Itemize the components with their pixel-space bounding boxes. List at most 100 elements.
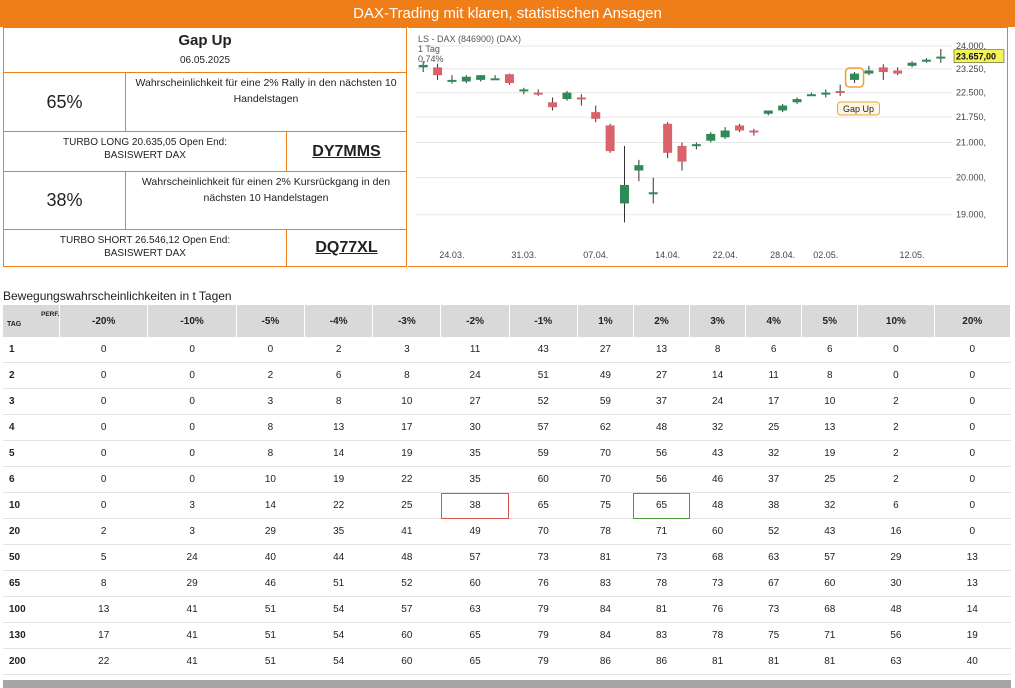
- table-cell: 6: [801, 337, 858, 363]
- table-cell: 27: [440, 388, 510, 415]
- candle-body: [763, 110, 773, 114]
- candle-body: [433, 67, 443, 76]
- table-cell: 3: [236, 388, 305, 415]
- candle-body: [418, 64, 428, 68]
- table-cell: 13: [801, 414, 858, 441]
- table-cell: 57: [372, 596, 441, 623]
- table-cell: 8: [372, 362, 441, 389]
- table-row: 130 17 41 51 54 60 65 79 84 83 78 75 71 56 19: [3, 622, 1011, 649]
- table-row: 10 0 3 14 22 25 38 65 75 65 48 38 32 6 0: [3, 492, 1011, 519]
- table-row: 100 13 41 51 54 57 63 79 84 81 76 73 68 48 14: [3, 596, 1011, 623]
- header-corner: PERF. TAG: [3, 305, 60, 337]
- table-cell: 17: [372, 414, 441, 441]
- table-cell: 41: [147, 622, 237, 649]
- table-cell: 0: [59, 492, 148, 519]
- table-cell: 25: [801, 466, 858, 493]
- table-cell: 43: [801, 518, 858, 545]
- table-cell: 41: [147, 596, 237, 623]
- short-turbo-line1: TURBO SHORT 26.546,12 Open End:: [59, 235, 231, 246]
- short-description: Wahrscheinlichkeit für einen 2% Kursrück…: [126, 171, 406, 229]
- candle-body: [476, 75, 486, 80]
- table-cell: 19: [801, 440, 858, 467]
- table-row: 5 0 0 8 14 19 35 59 70 56 43 32 19 2 0: [3, 440, 1011, 467]
- candle-body: [548, 102, 558, 108]
- candle-body: [605, 125, 615, 152]
- x-tick-label: 31.03.: [511, 250, 536, 260]
- signal-title: Gap Up: [178, 32, 232, 49]
- candle-body: [706, 133, 716, 141]
- candle-body: [691, 144, 701, 147]
- table-cell: 38: [745, 492, 802, 519]
- x-tick-label: 02.05.: [813, 250, 838, 260]
- table-cell: 59: [577, 388, 634, 415]
- table-cell: 51: [236, 648, 305, 675]
- table-cell: 11: [440, 337, 510, 363]
- candle-body: [663, 123, 673, 153]
- table-cell: 52: [372, 570, 441, 597]
- long-description: Wahrscheinlichkeit für eine 2% Rally in …: [126, 72, 406, 131]
- long-probability: 65%: [4, 72, 126, 131]
- column-header: 10%: [857, 305, 935, 337]
- table-cell: 60: [509, 466, 578, 493]
- table-row: 6 0 0 10 19 22 35 60 70 56 46 37 25 2 0: [3, 466, 1011, 493]
- y-tick-label: 22.500,: [956, 88, 986, 98]
- long-product-code[interactable]: DY7MMS: [287, 131, 406, 171]
- row-tag: 130: [3, 622, 60, 649]
- table-cell: 41: [372, 518, 441, 545]
- table-cell: 51: [509, 362, 578, 389]
- table-cell: 73: [689, 570, 746, 597]
- table-cell: 60: [440, 570, 510, 597]
- table-cell: 40: [236, 544, 305, 571]
- table-cell: 0: [857, 337, 935, 363]
- page-banner: DAX-Trading mit klaren, statistischen An…: [0, 0, 1015, 27]
- table-cell: 54: [304, 596, 373, 623]
- column-header: -3%: [372, 305, 442, 337]
- table-cell: 79: [509, 596, 578, 623]
- row-tag: 200: [3, 648, 60, 675]
- table-cell: 8: [801, 362, 858, 389]
- table-cell: 14: [236, 492, 305, 519]
- table-cell: 56: [633, 440, 690, 467]
- table-cell: 8: [236, 414, 305, 441]
- table-cell: 48: [372, 544, 441, 571]
- table-cell: 19: [934, 622, 1011, 649]
- signal-panel: Gap Up 06.05.2025 65% Wahrscheinlichkeit…: [3, 27, 407, 267]
- table-cell: 40: [934, 648, 1011, 675]
- table-cell: 2: [857, 388, 935, 415]
- table-cell: 81: [633, 596, 690, 623]
- table-cell: 24: [440, 362, 510, 389]
- row-tag: 5: [3, 440, 60, 467]
- table-cell: 56: [857, 622, 935, 649]
- candle-body: [648, 192, 658, 195]
- table-cell: 11: [745, 362, 802, 389]
- table-row: 1 0 0 0 2 3 11 43 27 13 8 6 6 0 0: [3, 337, 1011, 363]
- table-cell: 81: [689, 648, 746, 675]
- table-cell: 75: [745, 622, 802, 649]
- table-cell: 19: [304, 466, 373, 493]
- table-cell: 60: [372, 648, 441, 675]
- row-tag: 100: [3, 596, 60, 623]
- table-cell: 37: [745, 466, 802, 493]
- table-cell: 2: [59, 518, 148, 545]
- table-cell: 13: [633, 337, 690, 363]
- table-cell: 49: [577, 362, 634, 389]
- table-cell: 63: [440, 596, 510, 623]
- candle-body: [878, 67, 888, 73]
- table-cell: 2: [857, 466, 935, 493]
- table-cell: 83: [577, 570, 634, 597]
- row-tag: 4: [3, 414, 60, 441]
- table-cell: 29: [147, 570, 237, 597]
- table-cell: 84: [577, 596, 634, 623]
- column-header: 4%: [745, 305, 803, 337]
- candle-body: [821, 92, 831, 95]
- y-tick-label: 19.000,: [956, 210, 986, 220]
- table-header-row: PERF. TAG -20% -10% -5% -4% -3% -2% -1% 1% 2% 3% 4…: [3, 305, 1012, 337]
- table-cell: 14: [304, 440, 373, 467]
- table-cell: 63: [745, 544, 802, 571]
- short-product-code[interactable]: DQ77XL: [287, 229, 406, 266]
- table-cell: 46: [236, 570, 305, 597]
- table-cell: 6: [745, 337, 802, 363]
- x-tick-label: 14.04.: [655, 250, 680, 260]
- candle-body: [519, 89, 529, 92]
- table-row: 65 8 29 46 51 52 60 76 83 78 73 67 60 30 13: [3, 570, 1011, 597]
